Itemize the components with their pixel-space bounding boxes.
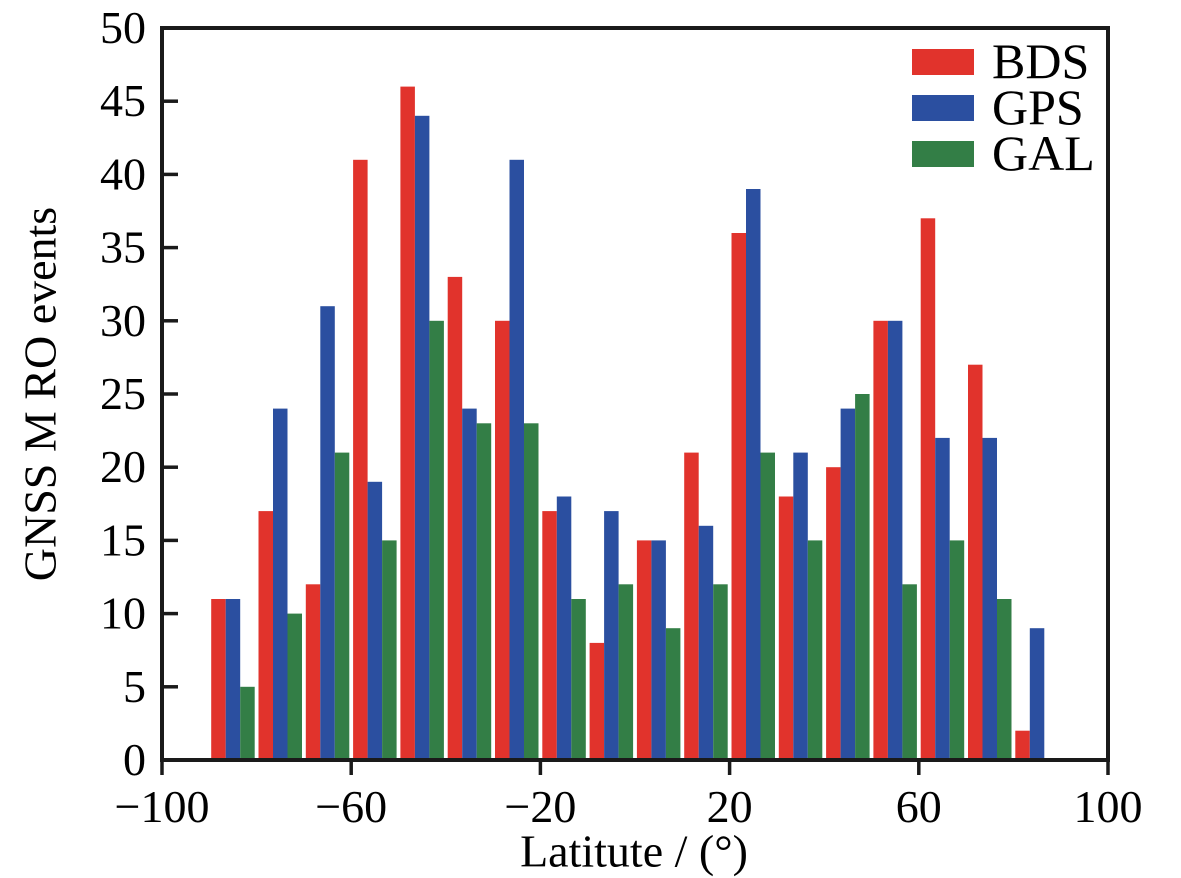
x-tick-label: 20 [707,781,753,832]
bar-gal--75 [287,613,302,760]
bar-gal--35 [476,423,492,760]
y-tick-label: 40 [100,148,146,199]
bar-gal-55 [902,584,917,760]
bar-bds-35 [778,496,794,760]
bar-gps-25 [746,189,761,760]
y-tick-label: 0 [123,734,146,785]
x-axis-title: Latitute / (°) [520,825,748,877]
bar-bds-25 [731,233,746,760]
bar-bds--75 [258,511,273,760]
legend-swatch-bds [912,49,974,75]
bar-gps--75 [273,408,288,760]
y-tick-label: 5 [123,661,146,712]
bar-gal-25 [760,452,775,760]
bar-gal-5 [665,628,681,760]
bar-bds-55 [873,320,888,760]
bar-gal--45 [429,320,444,760]
bar-gps-5 [651,540,666,760]
bar-gps--45 [414,115,430,761]
bar-gal-35 [807,540,823,760]
legend-label-gps: GPS [992,79,1084,135]
bar-gps--5 [604,511,619,760]
y-tick-label: 50 [100,2,146,53]
bar-bds-75 [968,364,983,760]
y-tick-label: 20 [100,441,146,492]
bar-gps-45 [840,408,856,760]
bar-bds--5 [589,642,605,760]
bar-gps-85 [1029,628,1045,760]
bar-gps--55 [367,481,383,760]
bar-gal--65 [334,452,350,760]
y-tick-label: 15 [100,514,146,565]
bar-gps-15 [698,525,714,760]
x-tick-label: 60 [896,781,942,832]
bar-bds-15 [684,452,699,760]
y-axis-title: GNSS M RO events [14,206,66,582]
bar-bds-65 [920,218,936,761]
bar-gal--15 [571,599,586,760]
y-tick-label: 10 [100,588,146,639]
bar-bds--35 [447,276,463,760]
x-tick-label: −60 [315,781,387,832]
legend-label-bds: BDS [992,33,1089,89]
bar-gal-45 [855,394,870,760]
plot-frame [160,26,1110,762]
y-tick-label: 30 [100,295,146,346]
y-tick-label: 35 [100,222,146,273]
bar-bds-85 [1015,730,1030,760]
bar-gal-65 [949,540,965,760]
bar-bds--65 [305,584,321,760]
x-tick-label: −100 [115,781,210,832]
bar-bds-45 [826,467,841,760]
bar-gal--5 [618,584,634,760]
bar-bds--55 [353,159,368,761]
bar-gps-55 [887,320,903,760]
bar-bds--25 [495,320,510,760]
bar-gps--25 [509,159,524,761]
bar-gal--85 [240,686,255,760]
bar-gal--25 [524,423,539,760]
bar-bds--15 [542,511,557,760]
bar-bds-5 [636,540,652,760]
bar-gps-35 [793,452,808,760]
y-tick-label: 25 [100,368,146,419]
y-tick-label: 45 [100,75,146,126]
bar-gps--35 [462,408,477,760]
bar-gps-65 [935,437,950,760]
bar-gps--85 [225,599,241,760]
bar-bds--85 [211,599,226,760]
bar-gps--15 [556,496,572,760]
bar-bds--45 [400,86,415,761]
bar-gal-15 [713,584,728,760]
bar-gal--55 [382,540,397,760]
x-tick-label: 100 [1074,781,1143,832]
legend-label-gal: GAL [992,125,1095,181]
x-tick-label: −20 [504,781,576,832]
bar-gal-75 [997,599,1012,760]
bar-gps--65 [320,306,335,760]
legend-swatch-gal [912,141,974,167]
bar-gps-75 [982,437,997,760]
legend-swatch-gps [912,95,974,121]
